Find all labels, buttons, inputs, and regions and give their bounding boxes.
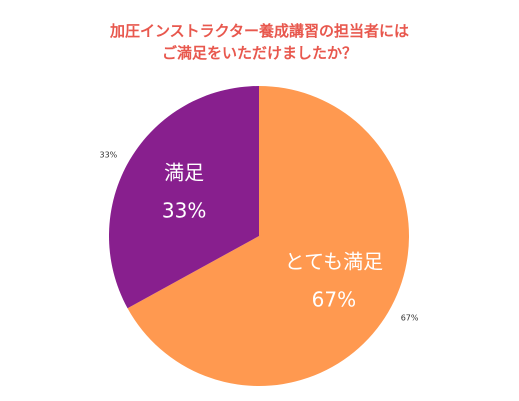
outer-label-satisfied: 33% xyxy=(100,151,118,160)
outer-label-very-satisfied: 67% xyxy=(401,313,419,322)
chart-title-line-2: ご満足をいただけましたか？ xyxy=(161,44,357,62)
slice-value-very-satisfied: 67% xyxy=(312,287,356,311)
slice-label-very-satisfied: とても満足 xyxy=(285,249,383,273)
pie-slice-very-satisfied xyxy=(127,86,409,386)
slice-label-satisfied: 満足 xyxy=(164,161,204,185)
slice-value-satisfied: 33% xyxy=(162,199,206,223)
chart-title: 加圧インストラクター養成講習の担当者には ご満足をいただけましたか？ xyxy=(0,20,519,64)
pie-slice-satisfied xyxy=(108,86,260,309)
chart-title-line-1: 加圧インストラクター養成講習の担当者には xyxy=(109,22,410,40)
